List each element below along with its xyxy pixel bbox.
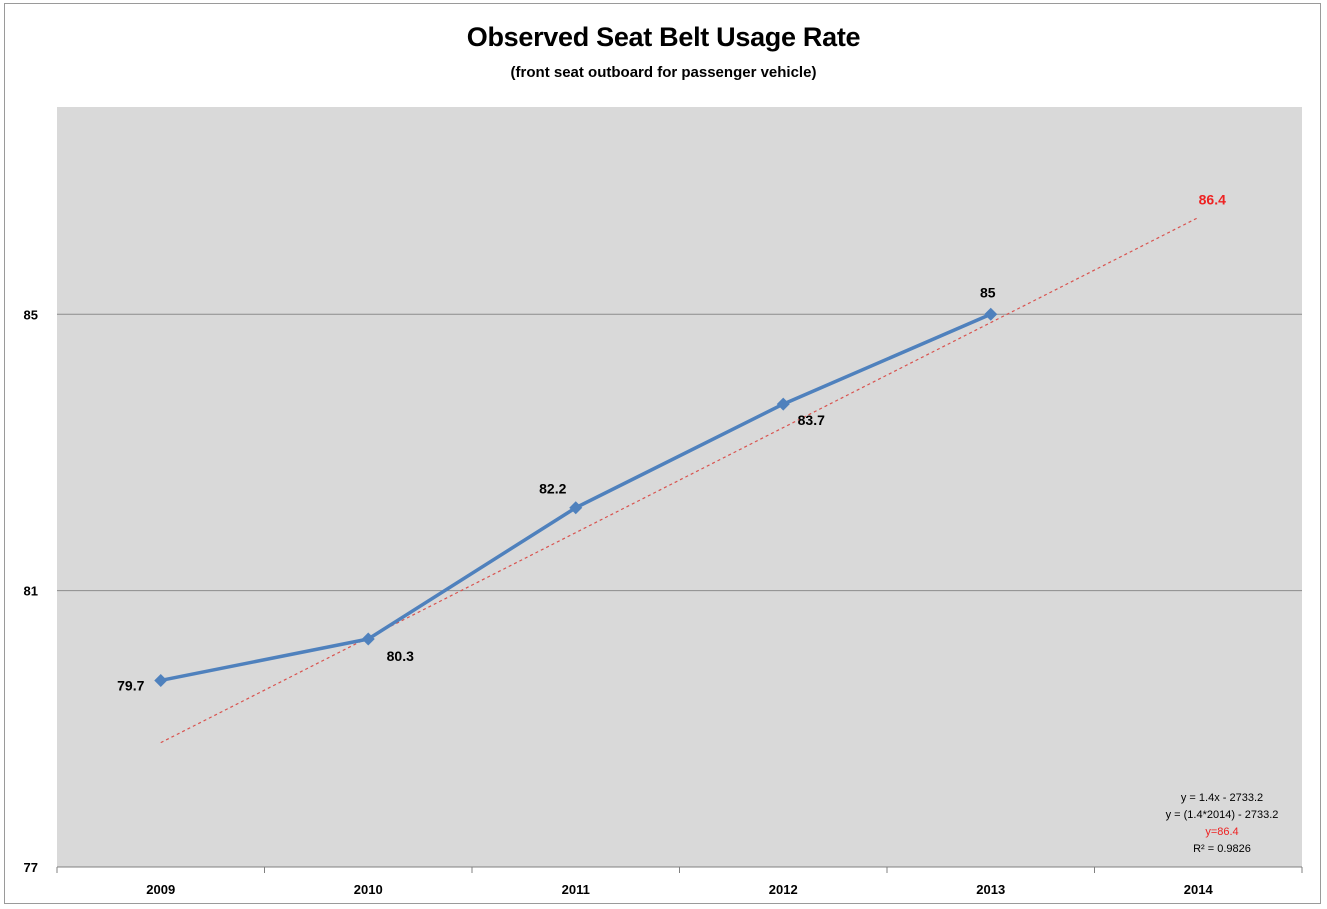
y-tick-label-77: 77 (24, 860, 38, 875)
x-tick-label-2009: 2009 (146, 882, 175, 897)
y-tick-labels: 77 81 85 (24, 307, 38, 875)
plot-area (57, 107, 1302, 867)
x-tick-label-2014: 2014 (1184, 882, 1214, 897)
x-tick-label-2013: 2013 (976, 882, 1005, 897)
y-tick-label-81: 81 (24, 584, 38, 599)
data-label-2009: 79.7 (117, 677, 144, 693)
x-tick-label-2010: 2010 (354, 882, 383, 897)
forecast-label: 86.4 (1199, 192, 1226, 208)
x-tick-label-2012: 2012 (769, 882, 798, 897)
equation-line-2: y = (1.4*2014) - 2733.2 (1166, 809, 1279, 821)
data-label-2012: 83.7 (798, 412, 825, 428)
equation-line-4: R² = 0.9826 (1193, 843, 1251, 855)
data-label-2013: 85 (980, 284, 996, 300)
x-tick-labels: 2009 2010 2011 2012 2013 2014 (146, 882, 1213, 897)
data-label-2011: 82.2 (539, 481, 566, 497)
equation-line-3: y=86.4 (1205, 826, 1238, 838)
data-label-2010: 80.3 (387, 648, 414, 664)
axes (57, 867, 1302, 873)
y-tick-label-85: 85 (24, 307, 38, 322)
x-tick-label-2011: 2011 (562, 882, 590, 897)
equation-line-1: y = 1.4x - 2733.2 (1181, 792, 1263, 804)
